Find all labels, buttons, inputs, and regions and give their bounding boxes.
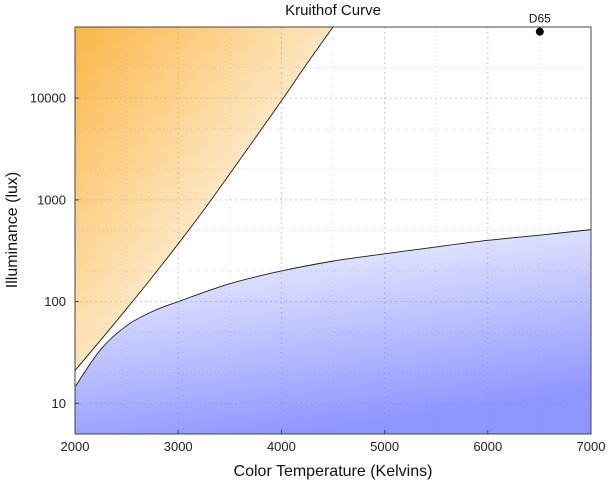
y-tick-label: 10000 [30,91,66,106]
x-tick-label: 6000 [473,439,502,454]
y-tick-label: 100 [44,294,66,309]
x-tick-label: 3000 [164,439,193,454]
y-tick-label: 1000 [37,192,66,207]
x-axis-title: Color Temperature (Kelvins) [234,463,433,480]
plot-frame [74,26,592,435]
x-axis-ticks: 2000 3000 4000 5000 6000 7000 [61,430,606,454]
y-axis-title: Illuminance (lux) [4,172,21,288]
x-tick-label: 5000 [370,439,399,454]
chart-title: Kruithof Curve [285,2,381,19]
y-tick-label: 10 [52,396,66,411]
y-axis-ticks: 10 100 1000 10000 [30,91,79,411]
upper-curve [75,27,334,371]
x-tick-label: 7000 [577,439,606,454]
d65-point [535,27,544,36]
x-tick-label: 2000 [61,439,90,454]
upper-region [75,27,333,371]
lower-curve [75,229,591,388]
lower-region [75,229,591,434]
d65-label: D65 [529,12,551,26]
reference-points: D65 [529,12,551,36]
x-tick-label: 4000 [267,439,296,454]
